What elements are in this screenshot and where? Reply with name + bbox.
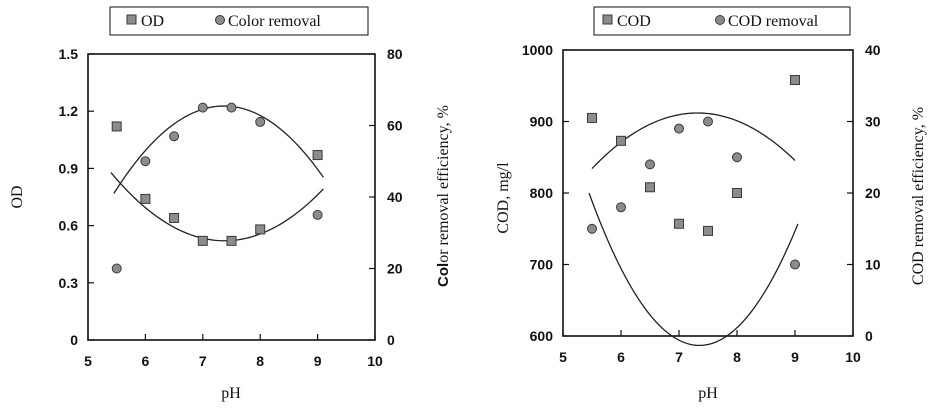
fit-curves [110,105,324,242]
x-tick-label: 6 [142,353,150,369]
data-points [111,102,323,274]
y-axis-left-title: COD, mg/l [495,162,512,234]
data-point-circle [790,259,800,270]
y-left-tick-label: 1000 [522,42,553,58]
y-left-tick-label: 0.3 [59,275,79,291]
x-axis: 5 6 7 8 9 10 [84,334,383,369]
legend-circle-marker [715,15,725,25]
data-point-circle [732,152,742,163]
y-axis-right-title-rest: or removal efficiency, % [435,105,452,263]
x-tick-label: 5 [84,353,92,369]
x-tick-label: 7 [199,353,207,369]
x-tick-label: 8 [733,349,741,365]
legend-label-od: OD [141,13,164,30]
data-point-circle [645,159,655,170]
data-point-circle [703,116,713,127]
y-right-tick-label: 20 [865,185,881,201]
y-axis-right: 0 10 20 30 40 [847,42,881,344]
y-left-tick-label: 1.5 [59,46,79,62]
y-axis-left-title: OD [9,185,26,208]
data-point-square [790,75,800,86]
legend-square-marker [126,14,137,25]
data-point-circle [616,202,626,213]
y-axis-right: 0 20 40 60 80 [369,46,403,348]
legend-square-marker [602,14,613,25]
fit-curves [588,112,799,347]
chart-od-color-removal: OD Color removal 5 6 7 8 9 10 0 0.3 0.6 0.9 1.2 1.… [9,6,452,402]
x-tick-label: 5 [559,349,567,365]
x-tick-label: 8 [256,353,264,369]
data-point-circle [587,223,597,234]
data-point-square [226,235,237,246]
y-left-tick-label: 900 [530,114,554,130]
y-right-tick-label: 40 [865,42,881,58]
y-axis-right-title: Color removal efficiency, % [435,105,452,287]
y-left-tick-label: 800 [530,185,554,201]
fit-curve-left [110,172,324,242]
fit-curve-right [113,105,324,194]
y-axis-right-title-bold: Col [435,263,452,287]
y-right-tick-label: 40 [387,189,403,205]
y-right-tick-label: 0 [387,332,395,348]
y-right-tick-label: 20 [387,261,403,277]
x-tick-label: 10 [845,349,861,365]
y-left-tick-label: 0 [70,332,78,348]
y-right-tick-label: 80 [387,46,403,62]
x-tick-label: 9 [314,353,322,369]
data-point-square [645,182,655,193]
data-points [587,75,800,270]
data-point-circle [169,131,180,142]
x-axis-title: pH [698,385,718,402]
data-point-square [197,235,208,246]
y-axis-right-title: COD removal efficiency, % [910,107,927,285]
data-point-square [674,218,684,229]
x-tick-label: 7 [675,349,683,365]
legend-label-cod-removal: COD removal [728,13,819,30]
x-tick-label: 10 [367,353,383,369]
x-axis-title: pH [221,385,241,402]
y-axis-left: 0 0.3 0.6 0.9 1.2 1.5 [59,46,94,348]
data-point-square [703,225,713,236]
data-point-circle [140,156,151,167]
data-point-square [140,193,151,204]
y-axis-left: 600 700 800 900 1000 [522,42,569,344]
data-point-circle [197,102,208,113]
legend-label-color-removal: Color removal [228,13,321,30]
plot-frame [87,53,376,341]
data-point-square [169,212,180,223]
data-point-circle [226,102,237,113]
data-point-square [111,121,122,132]
y-left-tick-label: 0.9 [59,160,79,176]
y-right-tick-label: 30 [865,114,881,130]
legend-box [109,6,369,36]
data-point-square [587,112,597,123]
y-left-tick-label: 700 [530,257,554,273]
data-point-square [255,224,266,235]
y-left-tick-label: 1.2 [59,103,79,119]
x-tick-label: 6 [617,349,625,365]
y-right-tick-label: 0 [865,328,873,344]
y-left-tick-label: 0.6 [59,218,79,234]
data-point-square [312,150,323,161]
data-point-circle [255,116,266,127]
fit-curve-left [588,192,799,347]
data-point-circle [312,209,323,220]
y-right-tick-label: 60 [387,118,403,134]
plot-frame [562,49,854,337]
data-point-circle [674,123,684,134]
y-left-tick-label: 600 [530,328,554,344]
legend-label-cod: COD [617,13,651,30]
x-axis: 5 6 7 8 9 10 [559,330,861,365]
y-right-tick-label: 10 [865,257,881,273]
data-point-square [732,188,742,198]
data-point-circle [111,263,122,274]
legend-circle-marker [215,15,225,25]
x-tick-label: 9 [791,349,799,365]
chart-cod-removal: COD COD removal 5 6 7 8 9 10 6007008009001000… [495,6,927,402]
data-point-square [616,135,626,146]
